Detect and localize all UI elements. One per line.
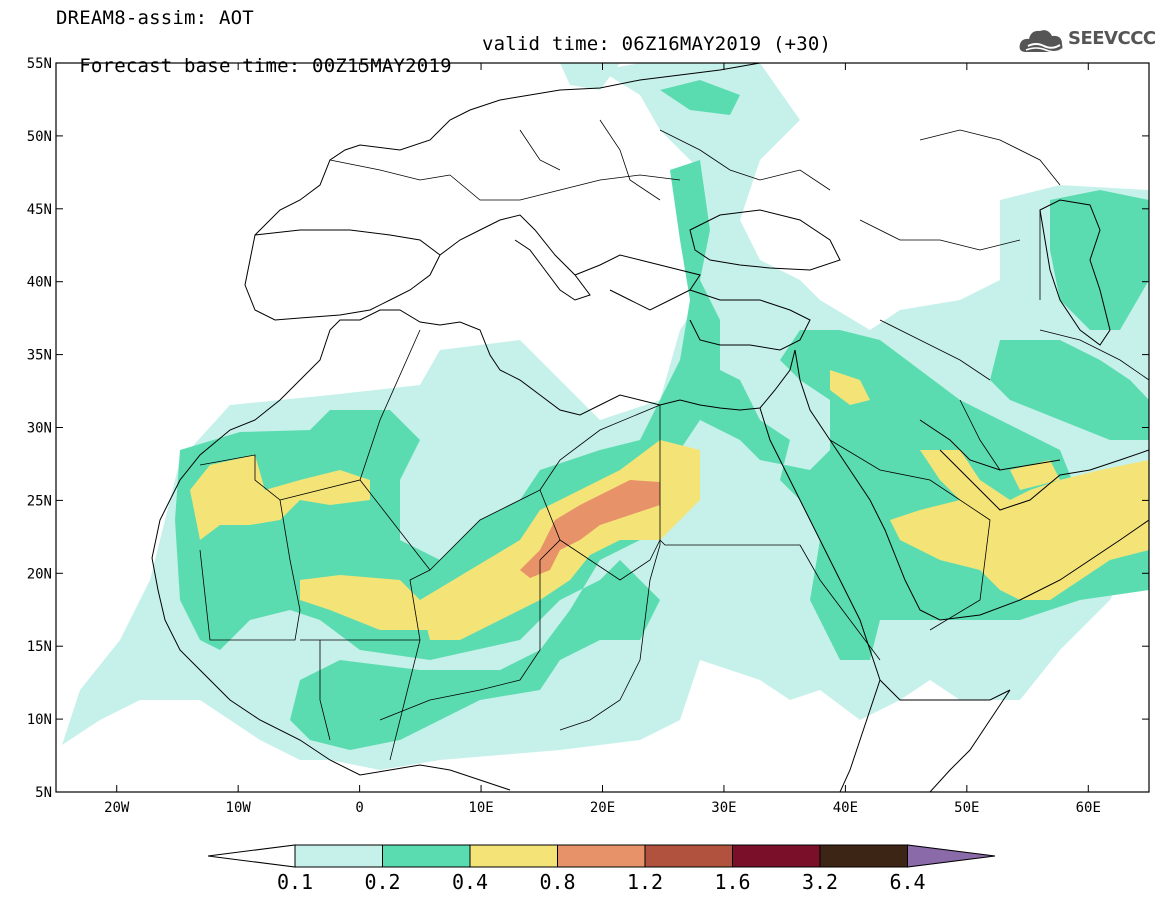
lat-tick-label: 5N xyxy=(35,785,52,801)
lat-tick-label: 10N xyxy=(27,712,52,728)
lon-tick-label: 0 xyxy=(355,800,363,816)
lat-tick-label: 30N xyxy=(27,421,52,437)
lon-tick-label: 10W xyxy=(226,800,252,816)
lat-tick-label: 20N xyxy=(27,566,52,582)
seevccc-logo: SEEVCCC xyxy=(1018,24,1158,58)
forecast-base-time: Forecast base time: 00Z15MAY2019 valid t… xyxy=(56,33,831,99)
colorbar-tick-label: 6.4 xyxy=(889,870,926,894)
lat-tick-label: 40N xyxy=(27,275,52,291)
colorbar-swatch xyxy=(732,844,821,868)
lat-tick-label: 45N xyxy=(27,202,52,218)
colorbar-tick-label: 0.1 xyxy=(276,870,314,894)
lat-tick-label: 15N xyxy=(27,639,52,655)
lat-tick-label: 50N xyxy=(27,129,52,145)
aot-field xyxy=(62,63,1149,770)
colorbar-tick-label: 3.2 xyxy=(801,870,839,894)
colorbar-tick-label: 1.6 xyxy=(714,870,751,894)
colorbar-over-triangle xyxy=(907,844,996,868)
logo-text: SEEVCCC xyxy=(1068,28,1156,49)
cloud-icon xyxy=(1019,30,1063,53)
lon-tick-label: 20E xyxy=(590,800,615,816)
colorbar-swatch xyxy=(469,844,558,868)
country-borders xyxy=(199,119,1149,761)
lat-tick-label: 35N xyxy=(27,348,52,364)
colorbar-tick-label: 0.4 xyxy=(451,870,489,894)
valid-time-text: valid time: 06Z16MAY2019 (+30) xyxy=(482,33,832,55)
lat-tick-label: 25N xyxy=(27,493,52,509)
lon-tick-label: 10E xyxy=(468,800,493,816)
coastlines xyxy=(151,63,1149,792)
colorbar-swatch xyxy=(557,844,646,868)
base-time-text: Forecast base time: 00Z15MAY2019 xyxy=(79,55,452,77)
lon-tick-label: 40E xyxy=(833,800,858,816)
lon-tick-label: 60E xyxy=(1076,800,1101,816)
aot-level-0-8 xyxy=(520,480,660,578)
colorbar-swatch xyxy=(819,844,908,868)
lon-tick-label: 20W xyxy=(104,800,130,816)
map-title: DREAM8-assim: AOT xyxy=(56,7,254,29)
lon-tick-label: 50E xyxy=(954,800,979,816)
axis-ticks: 5N 10N 15N 20N 25N 30N 35N 40N 45N 50N 55N 20W 10W 0 1… xyxy=(27,56,1149,816)
colorbar-tick-label: 1.2 xyxy=(626,870,664,894)
colorbar-under-triangle xyxy=(207,844,296,868)
colorbar xyxy=(207,844,996,868)
lat-tick-label: 55N xyxy=(27,56,52,72)
colorbar-tick-label: 0.8 xyxy=(539,870,576,894)
lon-tick-label: 30E xyxy=(711,800,736,816)
colorbar-tick-label: 0.2 xyxy=(364,870,401,894)
colorbar-swatch xyxy=(294,844,383,868)
colorbar-swatch xyxy=(382,844,471,868)
colorbar-swatch xyxy=(644,844,733,868)
